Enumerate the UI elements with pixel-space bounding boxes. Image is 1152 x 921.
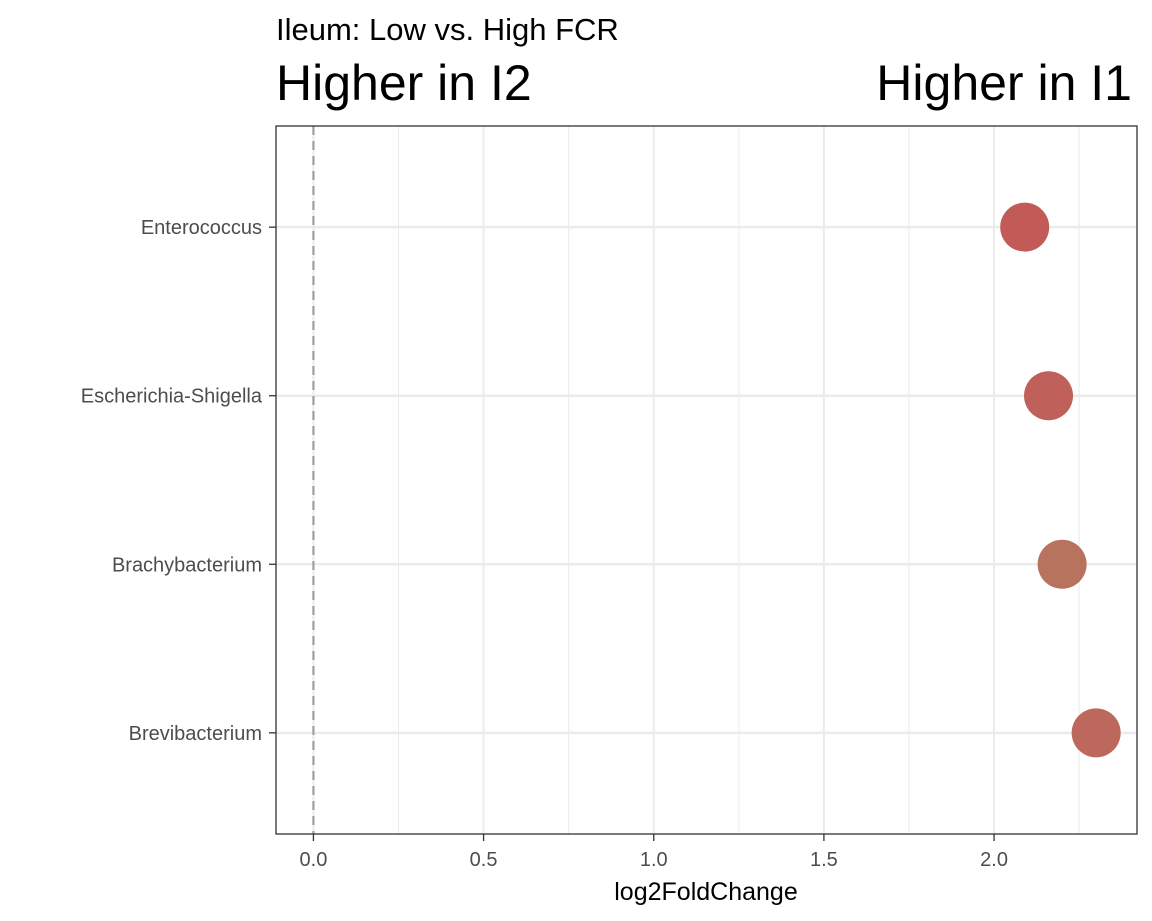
data-point [1024,371,1074,421]
annotation-right: Higher in I1 [876,55,1132,111]
x-axis-title: log2FoldChange [614,878,797,906]
y-tick-label: Brachybacterium [112,554,262,576]
x-tick-label: 1.0 [640,849,668,871]
x-tick-label: 0.0 [300,849,328,871]
data-point [1071,708,1121,758]
plot-border [275,125,1138,835]
data-point [1000,202,1050,252]
y-tick-label: Escherichia-Shigella [81,386,263,408]
x-tick-label: 1.5 [810,849,838,871]
y-tick-label: Enterococcus [141,217,262,239]
x-axis: 0.0 0.5 1.0 1.5 2.0 [300,834,1008,871]
chart-title: Ileum: Low vs. High FCR [276,12,619,47]
annotation-left: Higher in I2 [276,55,532,111]
data-point [1037,539,1087,589]
grid [276,126,1137,834]
x-tick-label: 0.5 [470,849,498,871]
x-tick-label: 2.0 [980,849,1008,871]
data-points [1000,202,1121,758]
y-axis: Enterococcus Escherichia-Shigella Brachyba… [81,217,276,745]
y-tick-label: Brevibacterium [129,723,262,745]
